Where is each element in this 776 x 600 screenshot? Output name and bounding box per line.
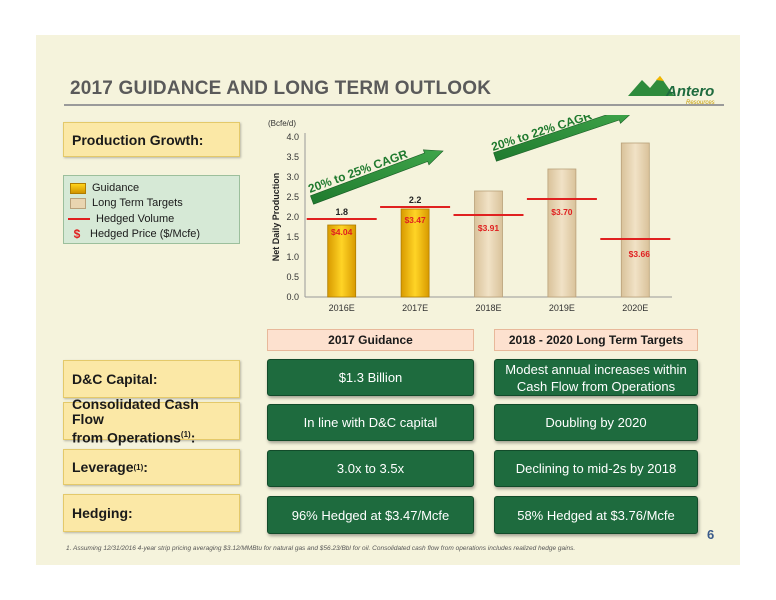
cash-flow-text: Consolidated Cash Flow from Operations(1… — [72, 395, 231, 446]
bar-2018E — [474, 190, 503, 298]
hedging-long-term: 58% Hedged at $3.76/Mcfe — [494, 496, 698, 534]
production-growth-text: Production Growth: — [72, 131, 204, 148]
cash-flow-line2: from Operations — [72, 429, 181, 446]
cagr-arrow-2018-2020 — [493, 115, 630, 162]
x-tick-label: 2018E — [475, 303, 501, 313]
y-tick-label: 1.5 — [286, 232, 299, 242]
column-header-2017: 2017 Guidance — [267, 329, 474, 351]
leverage-footnote-mark: (1) — [133, 462, 144, 472]
cash-flow-colon: : — [190, 429, 196, 446]
cash-flow-line1: Consolidated Cash Flow — [72, 395, 199, 427]
legend-guidance-label: Guidance — [92, 182, 140, 194]
long-term-swatch — [70, 197, 86, 209]
bar-2016E — [327, 224, 357, 298]
cash-flow-long-term: Doubling by 2020 — [494, 404, 698, 441]
leverage-colon: : — [143, 459, 148, 475]
legend-hedged-price-label: Hedged Price ($/Mcfe) — [90, 228, 201, 240]
legend-item-long-term: Long Term Targets — [70, 196, 183, 210]
x-tick-label: 2020E — [622, 303, 648, 313]
bar-value-label: 2.2 — [409, 195, 422, 205]
hedged-price-label: $3.70 — [551, 207, 573, 217]
leverage-2017: 3.0x to 3.5x — [267, 450, 474, 487]
x-tick-label: 2017E — [402, 303, 428, 313]
cagr-label-long-term: 20% to 22% CAGR — [490, 115, 594, 154]
page-number: 6 — [707, 527, 715, 542]
dc-capital-label: D&C Capital: — [63, 360, 240, 398]
production-growth-label: Production Growth: — [63, 122, 240, 157]
y-tick-label: 4.0 — [286, 132, 299, 142]
leverage-long-term: Declining to mid-2s by 2018 — [494, 450, 698, 487]
x-tick-label: 2016E — [329, 303, 355, 313]
y-tick-label: 3.5 — [286, 152, 299, 162]
dc-capital-text: D&C Capital: — [72, 371, 158, 387]
dc-capital-2017: $1.3 Billion — [267, 359, 474, 396]
hedged-price-label: $3.47 — [404, 215, 426, 225]
cash-flow-label: Consolidated Cash Flow from Operations(1… — [63, 396, 240, 445]
footnote: 1. Assuming 12/31/2016 4-year strip pric… — [66, 545, 576, 552]
antero-logo: Antero Resources — [628, 76, 715, 106]
bar-2017E — [400, 208, 430, 298]
leverage-label: Leverage (1): — [63, 449, 240, 485]
y-tick-label: 2.5 — [286, 192, 299, 202]
guidance-swatch — [70, 182, 86, 194]
legend-long-term-label: Long Term Targets — [92, 197, 183, 209]
legend-hedged-volume-label: Hedged Volume — [96, 213, 175, 225]
hedging-2017: 96% Hedged at $3.47/Mcfe — [267, 496, 474, 534]
chart-legend: Guidance Long Term Targets Hedged Volume… — [63, 175, 240, 244]
production-chart: (Bcfe/d) Net Daily Production 0.0 0.5 1.0 1.5… — [268, 115, 672, 313]
hedged-price-symbol: $ — [73, 227, 81, 241]
cash-flow-2017: In line with D&C capital — [267, 404, 474, 441]
page-title: 2017 GUIDANCE AND LONG TERM OUTLOOK — [70, 78, 492, 99]
bar-value-label: 1.8 — [335, 207, 348, 217]
hedged-price-label: $3.66 — [629, 249, 651, 259]
cash-flow-footnote-mark: (1) — [180, 429, 191, 439]
hedging-label: Hedging: — [63, 494, 240, 532]
y-tick-label: 0.0 — [286, 292, 299, 302]
column-header-long-term: 2018 - 2020 Long Term Targets — [494, 329, 698, 351]
hedged-price-label: $3.91 — [478, 223, 500, 233]
legend-item-guidance: Guidance — [70, 181, 139, 195]
cagr-arrow-2016-2017 — [310, 149, 444, 205]
hedged-volume-line-swatch — [68, 218, 90, 220]
x-tick-label: 2019E — [549, 303, 575, 313]
bar-2019E — [547, 168, 577, 298]
y-tick-label: 1.0 — [286, 252, 299, 262]
legend-item-hedged-price: $ Hedged Price ($/Mcfe) — [70, 227, 200, 241]
hedged-price-label: $4.04 — [331, 227, 353, 237]
y-unit-label: (Bcfe/d) — [268, 119, 296, 128]
hedging-text: Hedging: — [72, 505, 133, 521]
y-axis-title: Net Daily Production — [271, 173, 281, 262]
y-tick-label: 2.0 — [286, 212, 299, 222]
y-tick-label: 3.0 — [286, 172, 299, 182]
logo-sub: Resources — [686, 100, 715, 106]
legend-item-hedged-volume: Hedged Volume — [68, 212, 174, 226]
y-tick-label: 0.5 — [286, 272, 299, 282]
title-divider — [64, 104, 724, 106]
leverage-text: Leverage — [72, 459, 134, 475]
bar-2020E — [620, 142, 650, 298]
dc-capital-long-term: Modest annual increases within Cash Flow… — [494, 359, 698, 396]
logo-name: Antero — [665, 83, 714, 100]
